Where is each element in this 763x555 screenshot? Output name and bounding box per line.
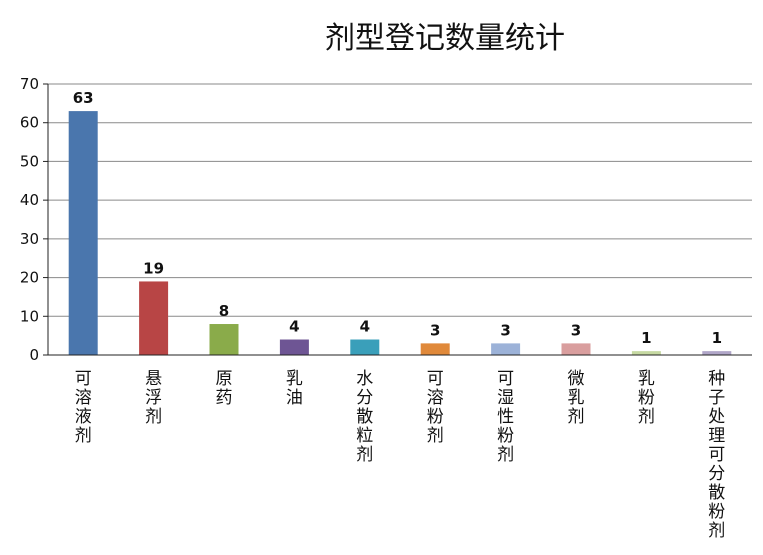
bar [491, 343, 521, 355]
bar [420, 343, 450, 355]
value-labels: 63 19 8 4 4 3 3 3 1 1 [73, 89, 722, 347]
data-label: 4 [360, 318, 370, 336]
bar [68, 111, 98, 355]
bar [279, 339, 309, 355]
data-label: 1 [641, 329, 651, 347]
chart-title: 剂型登记数量统计 [325, 21, 565, 56]
data-label: 1 [712, 329, 722, 347]
x-tick-label: 水分散粒剂 [356, 369, 373, 465]
category-labels: 可溶液剂 悬浮剂 原药 乳油 水分散粒剂 可溶粉剂 可湿性粉剂 微乳剂 乳粉剂 种子处理可分散粉剂 [75, 369, 726, 541]
x-tick-label: 微乳剂 [568, 369, 585, 427]
data-label: 3 [430, 321, 440, 339]
x-tick-label: 乳油 [286, 369, 303, 408]
x-tick-label: 原药 [216, 369, 233, 408]
y-tick-label: 60 [20, 114, 39, 132]
bar [350, 339, 380, 355]
data-label: 3 [571, 321, 581, 339]
data-label: 3 [500, 321, 510, 339]
x-tick-label: 可湿性粉剂 [497, 369, 514, 465]
bars [68, 111, 732, 355]
data-label: 4 [289, 318, 299, 336]
gridlines [48, 83, 752, 317]
y-tick-label: 40 [20, 191, 39, 209]
y-tick-label: 50 [20, 152, 39, 170]
data-label: 63 [73, 89, 94, 107]
x-tick-label: 乳粉剂 [638, 369, 655, 427]
x-tick-label: 种子处理可分散粉剂 [708, 369, 725, 541]
y-tick-label: 20 [20, 269, 39, 287]
x-tick-label: 可溶液剂 [75, 369, 92, 446]
y-tick-label: 70 [20, 75, 39, 93]
bar [561, 343, 591, 355]
y-tick-label: 0 [29, 346, 39, 364]
bar [209, 324, 239, 355]
data-label: 19 [143, 259, 164, 277]
y-tick-label: 30 [20, 230, 39, 248]
y-tick-label: 10 [20, 307, 39, 325]
bar [631, 351, 661, 355]
data-label: 8 [219, 302, 229, 320]
x-tick-label: 悬浮剂 [145, 369, 162, 427]
x-tick-label: 可溶粉剂 [427, 369, 444, 446]
y-axis-ticks: 0 10 20 30 40 50 60 70 [20, 75, 48, 364]
bar [139, 281, 169, 355]
bar [702, 351, 732, 355]
